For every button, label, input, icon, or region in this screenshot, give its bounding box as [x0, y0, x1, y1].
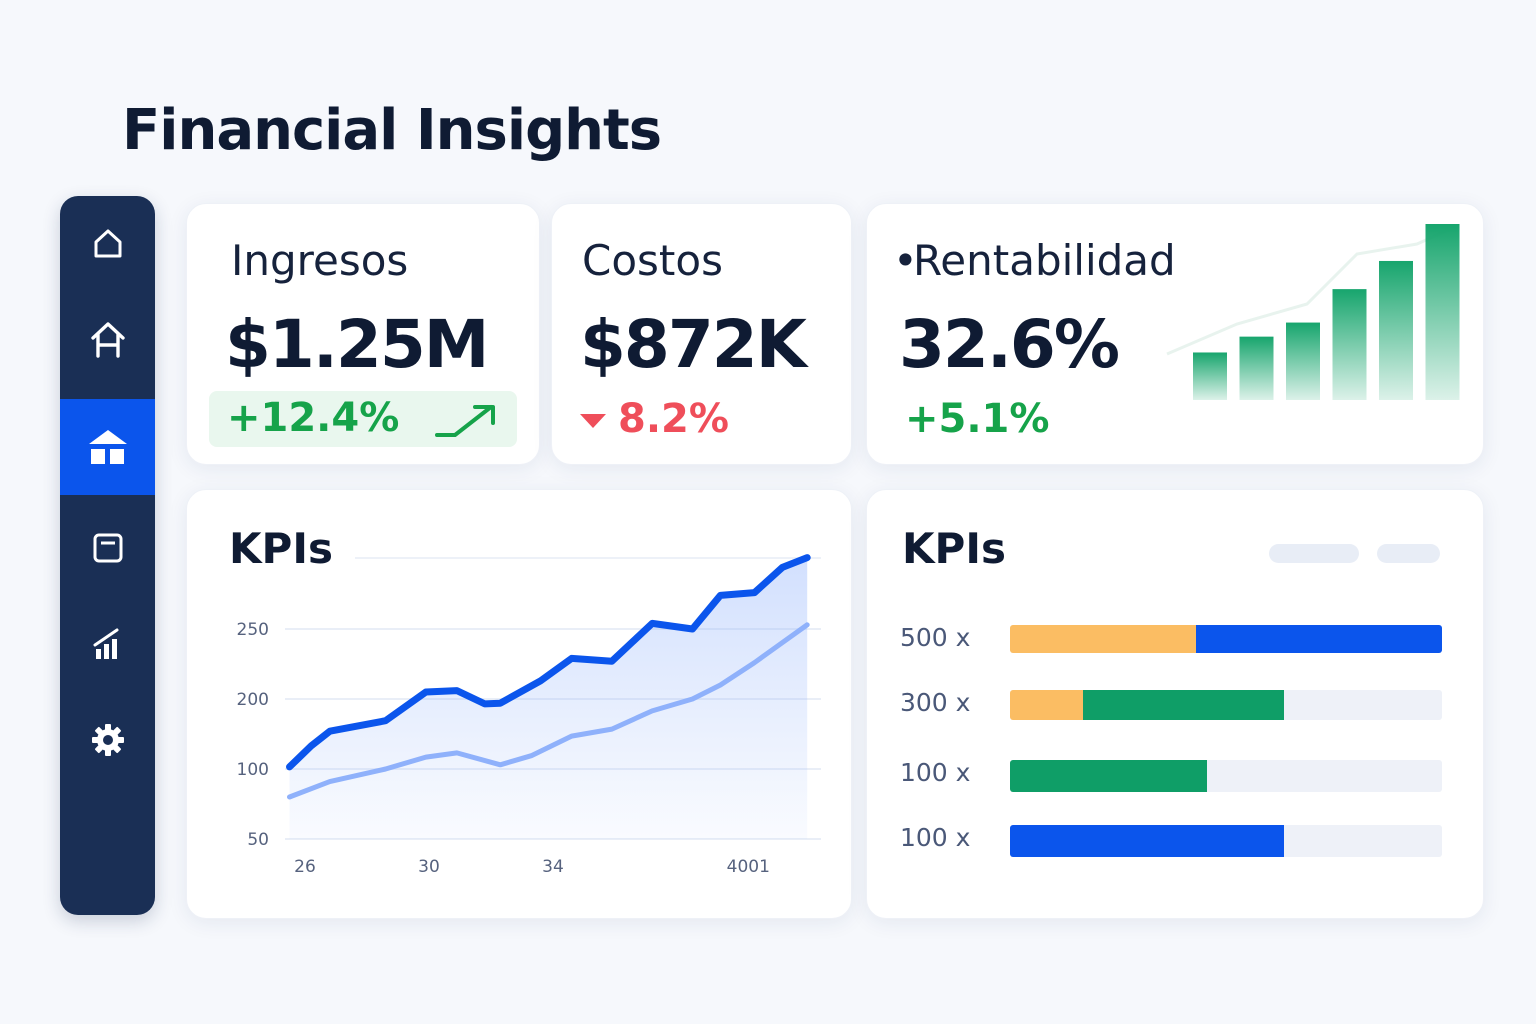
- ingresos-value: $1.25M: [225, 306, 489, 383]
- sidebar-item-house[interactable]: [60, 292, 155, 388]
- ingresos-delta: +12.4%: [227, 395, 400, 441]
- x-tick-label: 4001: [727, 857, 770, 877]
- sidebar-item-home[interactable]: [60, 196, 155, 292]
- bar-row-label: 100 x: [900, 823, 971, 852]
- gear-icon: [91, 724, 124, 756]
- filter-pill[interactable]: [1377, 544, 1440, 563]
- dashboard-home-icon: [88, 430, 127, 464]
- bar-segment: [1010, 760, 1207, 792]
- bar-segment: [1010, 690, 1084, 720]
- line-panel-title: KPIs: [229, 524, 333, 573]
- bar-row-label: 500 x: [900, 623, 971, 652]
- bar-track: [1010, 760, 1442, 792]
- y-tick-label: 200: [237, 690, 269, 710]
- costos-label: Costos: [582, 236, 723, 285]
- bar-row-label: 300 x: [900, 688, 971, 717]
- mini-bar: [1425, 224, 1460, 400]
- bar-segment: [1195, 625, 1442, 653]
- costos-card: Costos $872K 8.2%: [551, 203, 852, 465]
- rentabilidad-card: • Rentabilidad 32.6% +5.1%: [866, 203, 1484, 465]
- rentabilidad-bullet: •: [893, 236, 918, 285]
- sidebar-item-window[interactable]: [60, 500, 155, 596]
- rentabilidad-delta: +5.1%: [905, 396, 1050, 442]
- x-tick-label: 30: [418, 857, 440, 877]
- bar-track: [1010, 690, 1442, 720]
- triangle-down-icon: [580, 414, 606, 428]
- house-icon: [90, 322, 125, 358]
- signal-chart-icon: [93, 628, 118, 659]
- y-tick-label: 250: [237, 620, 269, 640]
- sidebar-item-settings[interactable]: [60, 692, 155, 788]
- sidebar-item-analytics[interactable]: [60, 596, 155, 692]
- x-tick-label: 34: [542, 857, 564, 877]
- bar-row-label: 100 x: [900, 758, 971, 787]
- bar-track: [1010, 625, 1442, 653]
- bar-segment: [1010, 625, 1196, 653]
- mini-bar-chart: [1166, 224, 1460, 400]
- rentabilidad-value: 32.6%: [899, 306, 1120, 383]
- line-chart-panel: KPIs 50 100 200 250 26 30 34 4001: [186, 489, 852, 919]
- bar-chart-panel: KPIs 500 x 300 x 100 x 100 x: [866, 489, 1484, 919]
- sidebar: [60, 196, 155, 915]
- x-tick-label: 26: [294, 857, 316, 877]
- mini-bar: [1239, 336, 1274, 400]
- bar-panel-title: KPIs: [902, 524, 1006, 573]
- mini-bar: [1193, 352, 1227, 400]
- bar-segment: [1010, 825, 1285, 857]
- window-icon: [93, 533, 122, 563]
- sidebar-item-dashboard[interactable]: [60, 399, 155, 495]
- costos-value: $872K: [580, 306, 807, 383]
- page-title: Financial Insights: [122, 98, 662, 163]
- y-tick-label: 100: [237, 760, 269, 780]
- ingresos-label: Ingresos: [231, 236, 409, 285]
- costos-delta: 8.2%: [618, 396, 729, 442]
- filter-pill[interactable]: [1269, 544, 1359, 563]
- mini-bar: [1332, 289, 1367, 400]
- bar-segment: [1083, 690, 1285, 720]
- bar-track: [1010, 825, 1442, 857]
- mini-bar: [1379, 260, 1413, 400]
- y-tick-label: 50: [247, 830, 269, 850]
- series-line: [287, 622, 810, 800]
- mini-bar: [1286, 322, 1320, 400]
- ingresos-delta-badge: +12.4%: [209, 391, 517, 447]
- line-chart: 50 100 200 250 26 30 34 4001: [237, 554, 821, 877]
- trend-up-arrow-icon: [435, 405, 495, 437]
- ingresos-card: Ingresos $1.25M +12.4%: [186, 203, 540, 465]
- rentabilidad-label: Rentabilidad: [913, 236, 1176, 285]
- home-outline-icon: [94, 229, 121, 258]
